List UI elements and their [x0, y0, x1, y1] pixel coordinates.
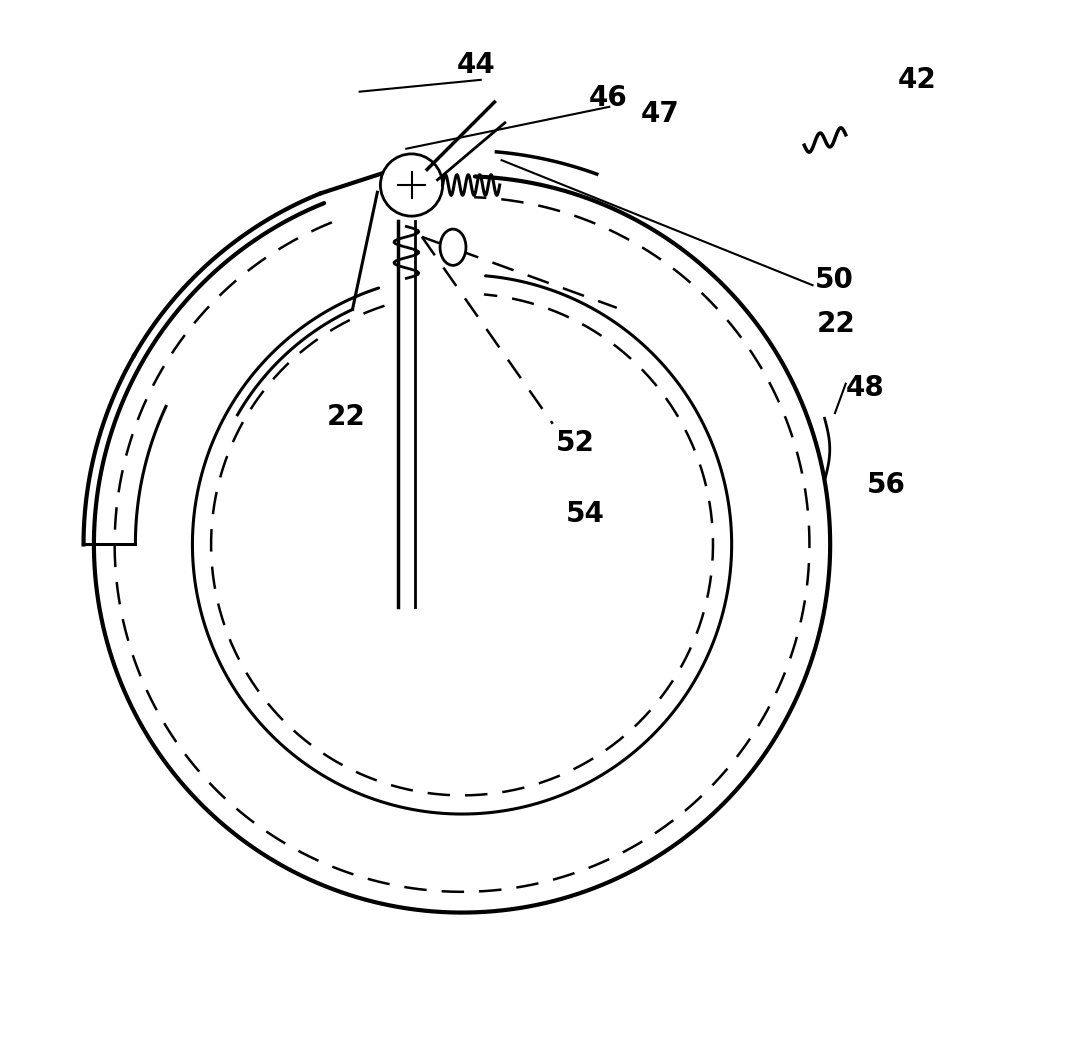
Text: 50: 50 — [814, 267, 853, 295]
Ellipse shape — [440, 229, 465, 265]
Text: 46: 46 — [589, 84, 628, 112]
Text: 47: 47 — [641, 101, 679, 129]
Text: 48: 48 — [846, 374, 884, 402]
Circle shape — [380, 153, 443, 216]
Text: 44: 44 — [457, 51, 496, 79]
Text: 22: 22 — [327, 403, 366, 431]
Text: 56: 56 — [867, 471, 906, 499]
Text: 54: 54 — [566, 500, 605, 528]
Text: 22: 22 — [816, 310, 856, 338]
Text: 52: 52 — [556, 429, 594, 457]
Text: 42: 42 — [897, 66, 936, 94]
